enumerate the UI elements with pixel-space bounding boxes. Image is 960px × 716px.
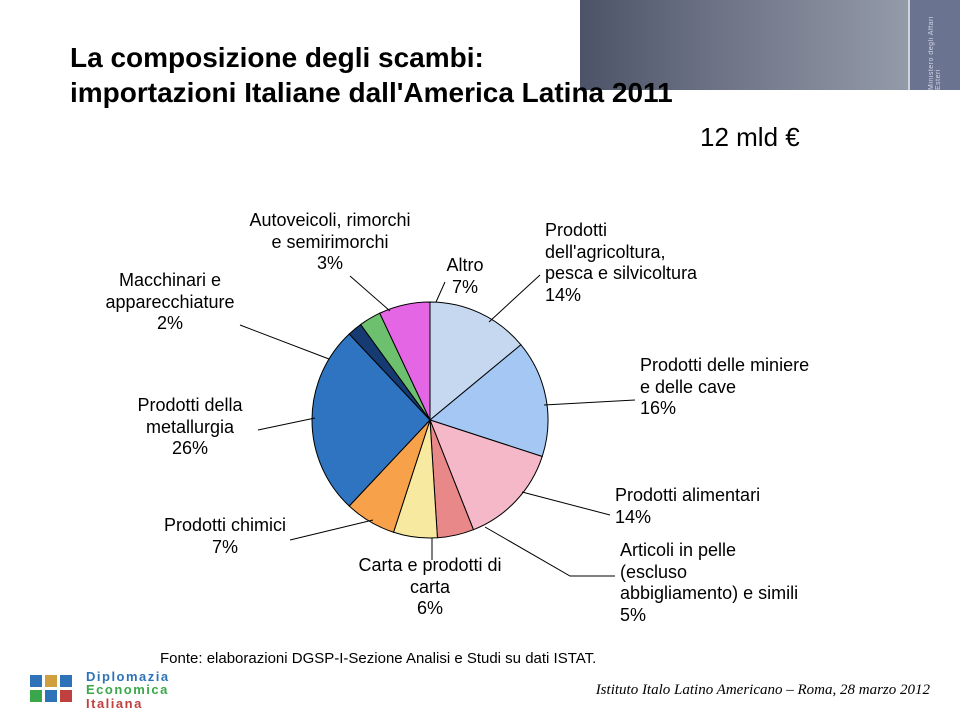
logo-grid-icon [30,675,76,705]
footer-logo: Diplomazia Economica Italiana [30,670,170,711]
leader-line [544,400,635,405]
leader-line [350,276,390,311]
chart-area: 12 mld € Prodotti dell'agricoltura, pesc… [0,120,960,620]
label-agricoltura: Prodotti dell'agricoltura, pesca e silvi… [545,220,775,306]
label-pelle: Articoli in pelle (escluso abbigliamento… [620,540,880,626]
slide-title: La composizione degli scambi: importazio… [70,40,673,110]
leader-line [522,492,610,515]
title-line-2: importazioni Italiane dall'America Latin… [70,77,673,108]
title-line-1: La composizione degli scambi: [70,42,484,73]
label-metallurgia: Prodotti della metallurgia 26% [105,395,275,460]
label-alimentari: Prodotti alimentari 14% [615,485,835,528]
label-chimici: Prodotti chimici 7% [135,515,315,558]
label-macchinari: Macchinari e apparecchiature 2% [70,270,270,335]
stat-value: 12 mld € [700,122,800,153]
mae-text: Ministero degli Affari Esteri [928,0,942,90]
mae-badge: Ministero degli Affari Esteri [908,0,960,90]
label-autoveicoli: Autoveicoli, rimorchi e semirimorchi 3% [220,210,440,275]
slide: Ministero degli Affari Esteri La composi… [0,0,960,716]
label-miniere: Prodotti delle miniere e delle cave 16% [640,355,870,420]
label-carta: Carta e prodotti di carta 6% [330,555,530,620]
footer-right: Istituto Italo Latino Americano – Roma, … [596,682,930,699]
footer: Diplomazia Economica Italiana Istituto I… [0,664,960,716]
logo-text: Diplomazia Economica Italiana [86,670,170,711]
label-altro: Altro 7% [425,255,505,298]
